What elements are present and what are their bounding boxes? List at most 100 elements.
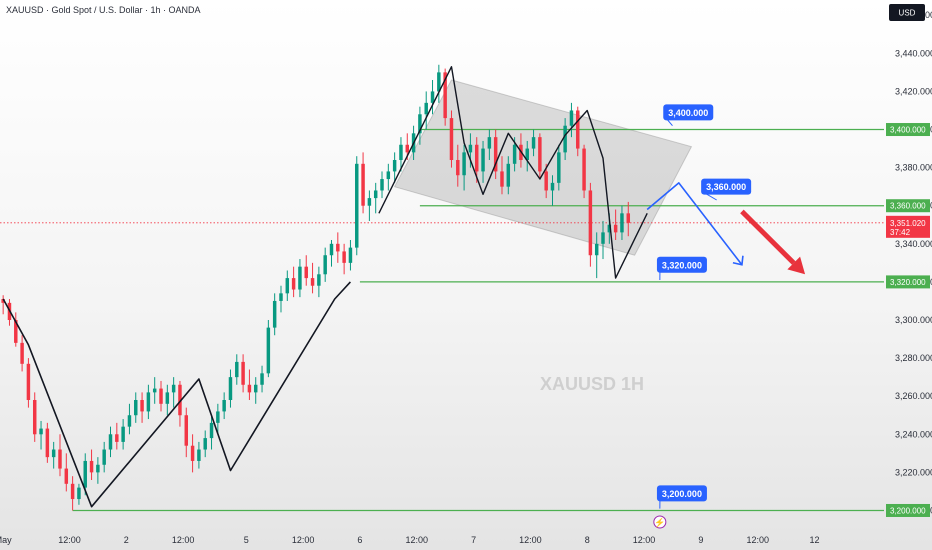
candle-body [64, 468, 69, 484]
level-price-tag-1: 3,360.000 [886, 199, 930, 213]
candle-body [512, 144, 517, 164]
candle [51, 441, 56, 469]
candle-body [171, 384, 176, 393]
candle-body [399, 144, 403, 160]
candle-body [563, 125, 567, 153]
level-tag-label: 3,360.000 [890, 202, 926, 211]
candle-body [89, 460, 94, 473]
price-callout-0[interactable]: 3,400.000 [663, 104, 714, 127]
candle [89, 449, 94, 480]
price-tick-label: 3,280.000 [895, 353, 932, 363]
candle-body [538, 137, 542, 172]
candle [493, 129, 498, 180]
candle-body [266, 327, 271, 374]
candle-body [127, 415, 132, 427]
candle [70, 476, 75, 511]
candle [197, 441, 201, 469]
projection-path[interactable] [646, 182, 743, 266]
candle-body [474, 144, 479, 172]
candle-body [304, 266, 308, 279]
event-icon-circle [653, 515, 667, 529]
price-callout-3[interactable]: 3,200.000 [656, 485, 707, 509]
candle-body [77, 487, 81, 500]
callout-label: 3,320.000 [662, 260, 702, 270]
price-tick-label: 3,220.000 [895, 467, 932, 477]
candle [115, 422, 119, 450]
candle-body [159, 388, 163, 404]
channel-swing-line[interactable] [378, 65, 648, 279]
candle [108, 426, 113, 458]
candle-body [449, 118, 454, 160]
candle [1, 295, 5, 315]
currency-label: USD [899, 9, 916, 18]
chart-title: XAUUSD · Gold Spot / U.S. Dollar · 1h · … [6, 5, 201, 15]
candle-body [607, 224, 612, 233]
time-tick-label: 7 [471, 535, 476, 545]
candle [209, 415, 214, 450]
candle [373, 182, 378, 214]
candle-body [235, 361, 239, 378]
candle [487, 129, 492, 160]
candle [58, 434, 62, 477]
candle-body [601, 232, 605, 244]
candle [418, 106, 422, 145]
candle [550, 175, 555, 206]
candle [329, 240, 334, 267]
time-tick-label: 12:00 [292, 535, 315, 545]
level-tag-label: 3,320.000 [890, 278, 926, 287]
candle-body [336, 243, 340, 252]
candle-body [500, 171, 504, 187]
candle-body [115, 434, 119, 442]
candle [582, 144, 586, 199]
candle [449, 110, 454, 168]
candle [171, 377, 176, 408]
structure-trend-line[interactable] [2, 281, 351, 508]
candle-body [582, 148, 586, 191]
candle [152, 377, 157, 404]
bearish-arrow-shaft[interactable] [740, 209, 796, 265]
candle-body [443, 72, 447, 119]
candle [121, 419, 125, 450]
candle-body [1, 299, 5, 303]
level-tag-label: 3,200.000 [890, 506, 926, 515]
price-tick-label: 3,300.000 [895, 315, 932, 325]
candle-body [348, 247, 353, 263]
candle [462, 144, 466, 191]
candle-body [102, 449, 106, 465]
candle [456, 144, 460, 187]
price-callout-1[interactable]: 3,360.000 [701, 178, 752, 201]
level-price-tag-2: 3,320.000 [886, 275, 930, 289]
candle [613, 209, 618, 240]
price-tick-label: 3,240.000 [895, 429, 932, 439]
candle [285, 270, 290, 301]
candle [399, 137, 403, 172]
candle [557, 144, 561, 191]
level-tag-bg [886, 503, 930, 517]
candle [437, 64, 441, 103]
candle-body [613, 224, 618, 233]
event-lightning-icon[interactable]: ⚡ [653, 515, 667, 529]
price-tick-label: 3,380.000 [895, 163, 932, 173]
candle-body [108, 434, 113, 450]
time-tick-label: 2 [124, 535, 129, 545]
candle [500, 156, 504, 195]
candle [538, 133, 542, 180]
candle-body [317, 274, 321, 286]
level-price-tag-3: 3,200.000 [886, 503, 930, 517]
candle [392, 152, 397, 183]
candle-body [329, 243, 334, 256]
candle-body [51, 449, 56, 458]
candle-body [146, 392, 151, 412]
candle-body [272, 300, 277, 328]
candle-body [26, 363, 31, 400]
currency-badge[interactable]: USD [889, 4, 925, 21]
candle-body [190, 445, 195, 461]
time-axis-layer: May 12:00 2 12:00 5 12:00 6 12:00 7 12:00 8 12:00 9 1… [0, 535, 820, 545]
candle [64, 453, 69, 492]
price-callout-2[interactable]: 3,320.000 [656, 256, 707, 281]
candle [26, 358, 31, 408]
candle-body [203, 438, 207, 450]
